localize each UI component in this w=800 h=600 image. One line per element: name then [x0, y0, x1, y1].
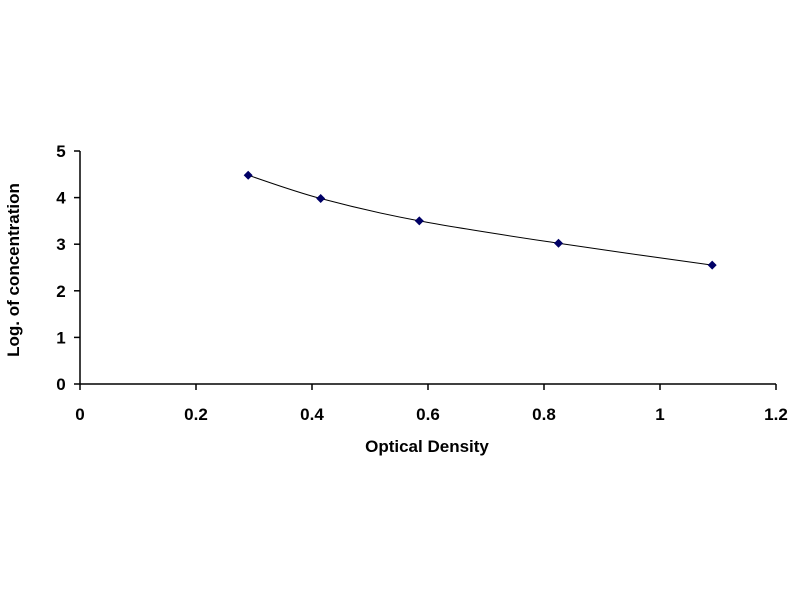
x-tick-label: 1.2 — [764, 405, 788, 424]
y-ticks: 0 1 2 3 4 5 — [56, 142, 80, 394]
y-tick-label: 2 — [56, 282, 65, 301]
data-points — [243, 170, 717, 270]
y-tick-label: 3 — [56, 235, 65, 254]
y-tick-label: 1 — [56, 328, 65, 347]
x-tick-label: 0 — [75, 405, 84, 424]
x-tick-label: 0.2 — [184, 405, 208, 424]
x-tick-label: 1 — [655, 405, 664, 424]
trend-line — [248, 174, 713, 266]
y-axis-title: Log. of concentration — [4, 183, 23, 357]
data-point — [414, 216, 424, 226]
data-point — [554, 238, 563, 248]
x-tick-label: 0.4 — [300, 405, 324, 424]
x-tick-label: 0.8 — [532, 405, 556, 424]
y-tick-label: 4 — [56, 189, 66, 208]
x-ticks: 0 0.2 0.4 0.6 0.8 1 1.2 — [75, 384, 788, 424]
y-tick-label: 5 — [56, 142, 65, 161]
y-tick-label: 0 — [56, 375, 65, 394]
x-axis-title: Optical Density — [365, 437, 489, 456]
data-point — [707, 260, 717, 270]
data-point — [316, 194, 326, 204]
data-point — [243, 170, 253, 180]
axes: 0 0.2 0.4 0.6 0.8 1 1.2 0 1 2 3 4 5 — [56, 142, 788, 424]
x-tick-label: 0.6 — [416, 405, 440, 424]
